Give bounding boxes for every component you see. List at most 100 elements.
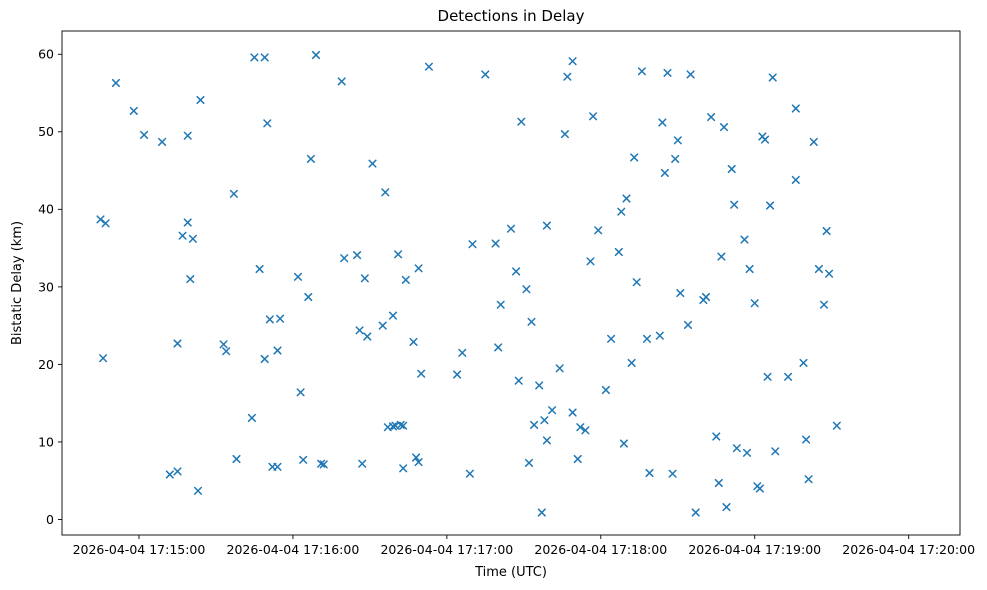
data-point-marker [417,369,426,378]
data-point-marker [563,72,572,81]
data-point-marker [732,444,741,453]
data-point-marker [358,459,367,468]
data-point-marker [822,226,831,236]
data-point-marker [660,168,669,177]
data-point-marker [707,113,716,122]
chart-title: Detections in Delay [438,7,585,25]
data-point-marker [832,421,841,430]
data-point-marker [353,251,362,260]
data-point-marker [496,300,505,309]
data-point-marker [517,117,526,126]
data-point-marker [140,130,149,139]
data-point-marker [576,423,585,432]
x-tick-label: 2026-04-04 17:15:00 [73,542,206,557]
data-point-marker [260,354,269,364]
data-point-marker [589,112,598,121]
data-point-marker [222,347,231,356]
data-point-marker [524,458,534,467]
data-point-marker [173,339,182,348]
data-point-marker [491,239,500,248]
data-point-marker [655,331,664,340]
x-tick-label: 2026-04-04 17:18:00 [534,542,667,557]
x-tick-labels: 2026-04-04 17:15:00 2026-04-04 17:16:00 20… [73,542,976,557]
data-point-marker [255,264,264,274]
x-tick-label: 2026-04-04 17:16:00 [227,542,360,557]
data-point-marker [722,503,731,512]
scatter-points [96,50,841,517]
data-point-marker [250,53,259,62]
data-point-marker [668,469,677,478]
data-point-marker [760,135,770,144]
data-point-marker [809,137,818,146]
data-point-marker [542,436,551,445]
data-point-marker [296,388,305,397]
y-tick-label: 60 [38,47,54,62]
data-point-marker [745,264,754,274]
x-tick-label: 2026-04-04 17:20:00 [842,542,975,557]
data-point-marker [637,67,646,76]
data-point-marker [299,455,308,464]
data-point-marker [663,68,672,77]
plot-frame [61,30,961,536]
data-point-marker [548,406,557,415]
y-ticks [58,53,62,520]
data-point-marker [273,346,282,355]
data-point-marker [101,219,110,228]
data-point-marker [799,358,808,367]
data-point-marker [193,486,203,495]
data-point-marker [96,215,105,224]
y-tick-label: 0 [46,512,54,527]
data-point-marker [276,314,285,323]
data-point-marker [396,420,405,429]
data-point-marker [188,234,197,243]
data-point-marker [165,470,174,479]
data-point-marker [802,435,811,444]
data-point-marker [465,469,474,478]
data-point-marker [260,53,269,62]
data-point-marker [414,458,423,467]
data-point-marker [804,475,813,484]
data-point-marker [791,175,800,184]
data-point-marker [784,372,793,381]
data-point-marker [622,194,631,203]
data-point-marker [683,320,693,329]
data-point-marker [340,254,349,263]
data-point-marker [219,340,228,349]
data-point-marker [714,478,723,488]
data-point-marker [568,408,577,417]
data-point-marker [293,272,303,281]
data-point-marker [183,131,192,140]
data-point-marker [771,447,780,456]
data-point-marker [766,201,775,210]
data-point-marker [537,508,546,517]
data-point-marker [399,464,408,473]
data-point-marker [617,207,626,216]
data-point-marker [378,321,387,330]
data-point-marker [453,370,462,379]
y-tick-labels: 0 10 20 30 40 50 60 [38,47,54,527]
data-point-marker [360,274,369,283]
data-point-marker [399,421,408,430]
data-point-marker [627,358,636,367]
data-point-marker [412,453,421,462]
x-tick-label: 2026-04-04 17:17:00 [380,542,513,557]
data-point-marker [691,508,700,517]
data-point-marker [540,416,549,425]
data-point-marker [173,467,182,476]
data-point-marker [158,137,167,146]
data-point-marker [750,299,759,308]
data-point-marker [317,459,326,468]
data-point-marker [183,218,192,227]
data-point-marker [522,285,531,294]
data-point-marker [355,326,364,335]
data-point-marker [311,50,321,60]
data-point-marker [111,78,120,88]
data-point-marker [742,448,752,457]
data-point-marker [527,317,536,326]
y-tick-label: 50 [38,124,54,139]
data-point-marker [178,231,187,240]
data-point-marker [512,267,521,276]
data-point-marker [819,300,829,309]
